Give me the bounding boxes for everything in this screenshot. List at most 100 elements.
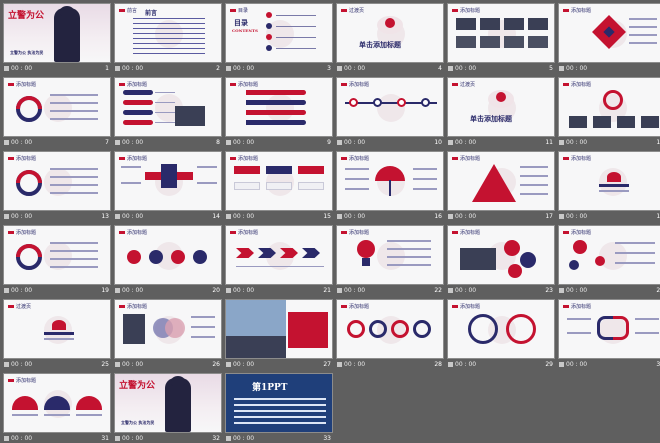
thumb-shape [629,18,657,20]
slide-cell[interactable]: 添加标题 00 : 006 [558,3,660,73]
slide-cell[interactable]: 添加标题 00 : 00 13 [3,151,111,221]
slide-cell[interactable]: 添加标题 00 : 00 14 [114,151,222,221]
slide-thumbnail[interactable]: 添加标题 [225,77,333,137]
slide-cell[interactable]: 添加标题 00 : 00 28 [336,299,444,369]
header-bar-icon [563,83,569,86]
slide-thumbnail[interactable]: 添加标题 [225,225,333,285]
slide-thumbnail[interactable]: 添加标题 [558,299,660,359]
thumb-shape [266,166,292,174]
slide-time: 00 : 00 [122,139,144,146]
header-bar-icon [452,231,458,234]
thumb-shape [629,26,657,28]
slide-cell[interactable]: 目录 目录 CONTENTS 00 : 00 3 [225,3,333,73]
slide-thumbnail[interactable]: 立警为公 立警为公 执法为民 [3,3,111,63]
slide-cell[interactable]: 立警为公 立警为公 执法为民 00 : 00 1 [3,3,111,73]
slide-thumbnail[interactable]: 添加标题 [558,151,660,211]
thumb-shape [155,112,175,113]
slide-cell[interactable]: 添加标题 00 : 00 5 [447,3,555,73]
slide-cell[interactable]: 第1PPT 00 : 00 33 [225,373,333,443]
slide-thumbnail[interactable]: 添加标题 [447,151,555,211]
slide-thumbnail[interactable]: 添加标题 [447,299,555,359]
slide-cell[interactable]: 过渡页 00 : 00 25 [3,299,111,369]
thumb-shape [276,48,316,49]
slide-thumbnail[interactable]: 添加标题 [336,151,444,211]
thumb-shape [155,102,175,103]
slide-thumbnail[interactable]: 前言 前言 [114,3,222,63]
slide-header: 前言 [119,7,137,14]
slide-cell[interactable]: 添加标题 00 : 00 30 [558,299,660,369]
slide-thumbnail[interactable]: 目录 目录 CONTENTS [225,3,333,63]
slide-cell[interactable]: 添加标题 00 : 00 12 [558,77,660,147]
thumb-shape [52,320,66,330]
slide-number: 33 [323,435,331,442]
slide-thumbnail[interactable]: 添加标题 [225,151,333,211]
slide-thumbnail[interactable]: 添加标题 [3,225,111,285]
slide-thumbnail[interactable]: 添加标题 [3,373,111,433]
header-bar-icon [452,305,458,308]
thumb-shape [413,168,437,170]
slide-thumbnail[interactable]: 添加标题 [114,225,222,285]
slide-cell[interactable]: 添加标题 00 : 00 19 [3,225,111,295]
slide-cell[interactable]: 添加标题 00 : 00 20 [114,225,222,295]
slide-cell[interactable]: 过渡页 单击添加标题 00 : 00 11 [447,77,555,147]
slide-thumbnail[interactable]: 添加标题 [558,77,660,137]
thumb-shape [133,53,205,54]
slide-time: 00 : 00 [233,361,255,368]
thumb-shape [593,116,611,128]
slide-cell[interactable]: 立警为公 立警为公 执法为民 00 : 00 32 [114,373,222,443]
slide-meta: 00 : 00 3 [225,64,333,73]
slide-number: 27 [323,361,331,368]
slide-thumbnail[interactable]: 添加标题 [336,299,444,359]
slide-cell[interactable]: 前言 前言 00 : 00 2 [114,3,222,73]
thumb-shape [234,404,326,406]
slide-thumbnail[interactable]: 过渡页 单击添加标题 [447,77,555,137]
slide-cell[interactable]: 添加标题 00 : 00 16 [336,151,444,221]
slide-thumbnail[interactable]: 添加标题 [336,225,444,285]
slide-header: 添加标题 [119,303,147,310]
slide-cell[interactable]: 添加标题 00 : 00 15 [225,151,333,221]
slide-thumbnail[interactable]: 添加标题 [447,3,555,63]
watermark-emblem [599,242,627,270]
slide-header-text: 添加标题 [16,378,37,384]
slide-meta: 00 : 00 17 [447,212,555,221]
slide-cell[interactable]: 添加标题 00 : 00 26 [114,299,222,369]
slide-thumbnail[interactable]: 第1PPT [225,373,333,433]
slide-cell[interactable]: 添加标题 00 : 00 24 [558,225,660,295]
thumb-shape [397,98,406,107]
slide-cell[interactable]: 过渡页 单击添加标题 00 : 00 4 [336,3,444,73]
thumb-shape [413,320,431,338]
slide-cell[interactable]: 添加标题 00 : 00 8 [114,77,222,147]
slide-cell[interactable]: 添加标题 00 : 00 29 [447,299,555,369]
thumb-shape [266,34,272,40]
slide-cell[interactable]: 添加标题 00 : 00 17 [447,151,555,221]
slide-cell[interactable]: 00 : 00 27 [225,299,333,369]
slide-thumbnail[interactable]: 立警为公 立警为公 执法为民 [114,373,222,433]
slide-thumbnail[interactable]: 添加标题 [558,225,660,285]
slide-thumbnail[interactable]: 添加标题 [114,77,222,137]
slide-number: 11 [545,139,553,146]
slide-thumbnail[interactable]: 添加标题 [114,299,222,359]
slide-cell[interactable]: 添加标题 00 : 00 10 [336,77,444,147]
slide-thumbnail[interactable] [225,299,333,359]
slide-number: 14 [212,213,220,220]
slide-cell[interactable]: 添加标题 00 : 00 21 [225,225,333,295]
slide-thumbnail[interactable]: 添加标题 [336,77,444,137]
header-bar-icon [563,231,569,234]
slide-cell[interactable]: 添加标题 00 : 00 18 [558,151,660,221]
slide-thumbnail[interactable]: 添加标题 [3,77,111,137]
slide-cell[interactable]: 添加标题 00 : 00 23 [447,225,555,295]
slide-cell[interactable]: 添加标题 00 : 00 7 [3,77,111,147]
slide-thumbnail[interactable]: 添加标题 [3,151,111,211]
slide-thumbnail[interactable]: 过渡页 单击添加标题 [336,3,444,63]
slide-header-text: 添加标题 [16,82,37,88]
slide-thumbnail[interactable]: 过渡页 [3,299,111,359]
slide-cell[interactable]: 添加标题 00 : 00 22 [336,225,444,295]
slide-thumbnail[interactable]: 添加标题 [558,3,660,63]
slide-cell[interactable]: 添加标题 00 : 00 31 [3,373,111,443]
slide-thumbnail[interactable]: 添加标题 [447,225,555,285]
slide-cell[interactable]: 添加标题 00 : 00 9 [225,77,333,147]
thumb-shape [569,260,579,270]
slide-thumbnail[interactable]: 添加标题 [114,151,222,211]
cover-title: 立警为公 [119,381,156,391]
slide-number: 24 [656,287,660,294]
